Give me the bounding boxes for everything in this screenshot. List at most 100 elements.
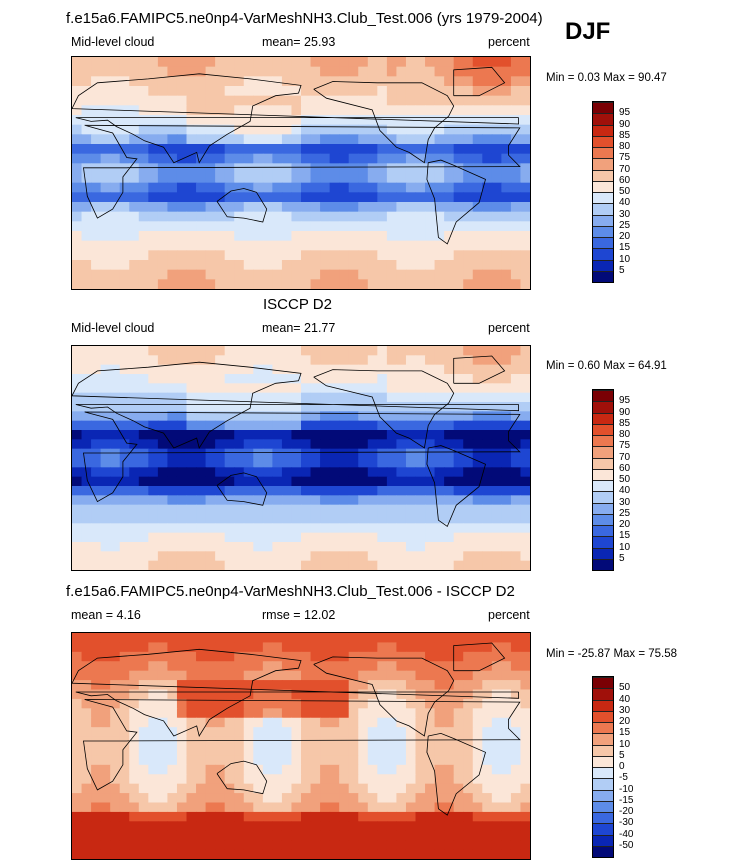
map-cell bbox=[205, 260, 216, 271]
map-cell bbox=[129, 670, 140, 681]
map-cell bbox=[463, 840, 474, 851]
map-cell bbox=[320, 420, 331, 431]
map-cell bbox=[339, 153, 350, 164]
map-cell bbox=[262, 153, 273, 164]
map-cell bbox=[329, 95, 340, 106]
map-cell bbox=[358, 642, 369, 653]
map-cell bbox=[186, 642, 197, 653]
map-cell bbox=[157, 783, 169, 794]
map-cell bbox=[510, 698, 522, 709]
map-cell bbox=[205, 66, 216, 77]
colorbar-swatch bbox=[593, 789, 613, 801]
map-cell bbox=[329, 680, 340, 691]
map-cell bbox=[482, 250, 493, 261]
map-cell bbox=[301, 458, 312, 468]
map-cell bbox=[510, 202, 522, 213]
map-cell bbox=[520, 86, 530, 97]
map-cell bbox=[148, 364, 159, 375]
map-cell bbox=[415, 392, 426, 403]
map-cell bbox=[224, 221, 235, 232]
coastline bbox=[72, 361, 520, 450]
map-cell bbox=[281, 269, 293, 280]
map-cell bbox=[491, 542, 502, 552]
map-cell bbox=[167, 202, 178, 213]
map-cell bbox=[434, 708, 445, 719]
map-cell bbox=[100, 849, 111, 859]
map-cell bbox=[272, 430, 283, 440]
map-cell bbox=[415, 840, 426, 851]
map-cell bbox=[215, 532, 226, 543]
map-cell bbox=[72, 783, 83, 794]
map-cell bbox=[291, 105, 302, 116]
map-cell bbox=[176, 811, 188, 822]
map-cell bbox=[110, 448, 121, 459]
map-cell bbox=[281, 746, 293, 757]
map-cell bbox=[291, 269, 302, 280]
map-cell bbox=[253, 448, 264, 459]
map-cell bbox=[253, 383, 264, 394]
map-cell bbox=[367, 504, 378, 515]
map-cell bbox=[396, 514, 407, 524]
map-cell bbox=[463, 66, 474, 77]
map-cell bbox=[520, 708, 530, 719]
map-cell bbox=[501, 514, 512, 524]
map-cell bbox=[520, 95, 530, 106]
map-cell bbox=[110, 240, 121, 251]
map-cell bbox=[148, 115, 159, 126]
map-cell bbox=[167, 774, 178, 785]
map-cell bbox=[501, 717, 512, 728]
map-cell bbox=[444, 458, 455, 468]
map-cell bbox=[482, 830, 493, 841]
map-cell bbox=[415, 211, 426, 222]
map-cell bbox=[491, 383, 502, 394]
map-cell bbox=[386, 736, 398, 747]
map-cell bbox=[339, 221, 350, 232]
map-cell bbox=[110, 633, 121, 644]
map-cell bbox=[320, 231, 331, 242]
map-cell bbox=[482, 144, 493, 155]
map-cell bbox=[186, 192, 197, 203]
map-cell bbox=[491, 173, 502, 184]
map-cell bbox=[205, 240, 216, 251]
map-cell bbox=[262, 467, 273, 478]
map-cell bbox=[196, 163, 207, 174]
map-cell bbox=[358, 661, 369, 672]
map-cell bbox=[491, 783, 502, 794]
map-cell bbox=[129, 383, 140, 394]
map-cell bbox=[81, 811, 92, 822]
map-cell bbox=[205, 727, 216, 738]
map-cell bbox=[329, 163, 340, 174]
map-cell bbox=[358, 727, 369, 738]
map-cell bbox=[110, 642, 121, 653]
map-cell bbox=[434, 764, 445, 775]
map-cell bbox=[320, 504, 331, 515]
map-cell bbox=[291, 364, 302, 375]
map-cell bbox=[234, 240, 245, 251]
map-cell bbox=[501, 523, 512, 534]
map-cell bbox=[396, 467, 407, 478]
map-cell bbox=[81, 448, 92, 459]
map-cell bbox=[482, 717, 493, 728]
map-cell bbox=[491, 211, 502, 222]
map-cell bbox=[272, 115, 283, 126]
map-cell bbox=[262, 173, 273, 184]
map-cell bbox=[291, 250, 302, 261]
map-cell bbox=[272, 821, 283, 832]
map-cell bbox=[91, 727, 102, 738]
map-cell bbox=[501, 783, 512, 794]
map-cell bbox=[329, 793, 340, 804]
map-cell bbox=[377, 221, 388, 232]
map-cell bbox=[453, 783, 464, 794]
map-cell bbox=[176, 86, 188, 97]
map-cell bbox=[348, 182, 359, 193]
map-cell bbox=[425, 163, 436, 174]
map-cell bbox=[253, 364, 264, 375]
map-cell bbox=[310, 651, 321, 662]
map-cell bbox=[358, 821, 369, 832]
map-cell bbox=[243, 689, 254, 700]
map-cell bbox=[138, 532, 149, 543]
map-cell bbox=[224, 764, 235, 775]
map-cell bbox=[100, 211, 111, 222]
map-cell bbox=[491, 486, 502, 496]
map-cell bbox=[425, 708, 436, 719]
